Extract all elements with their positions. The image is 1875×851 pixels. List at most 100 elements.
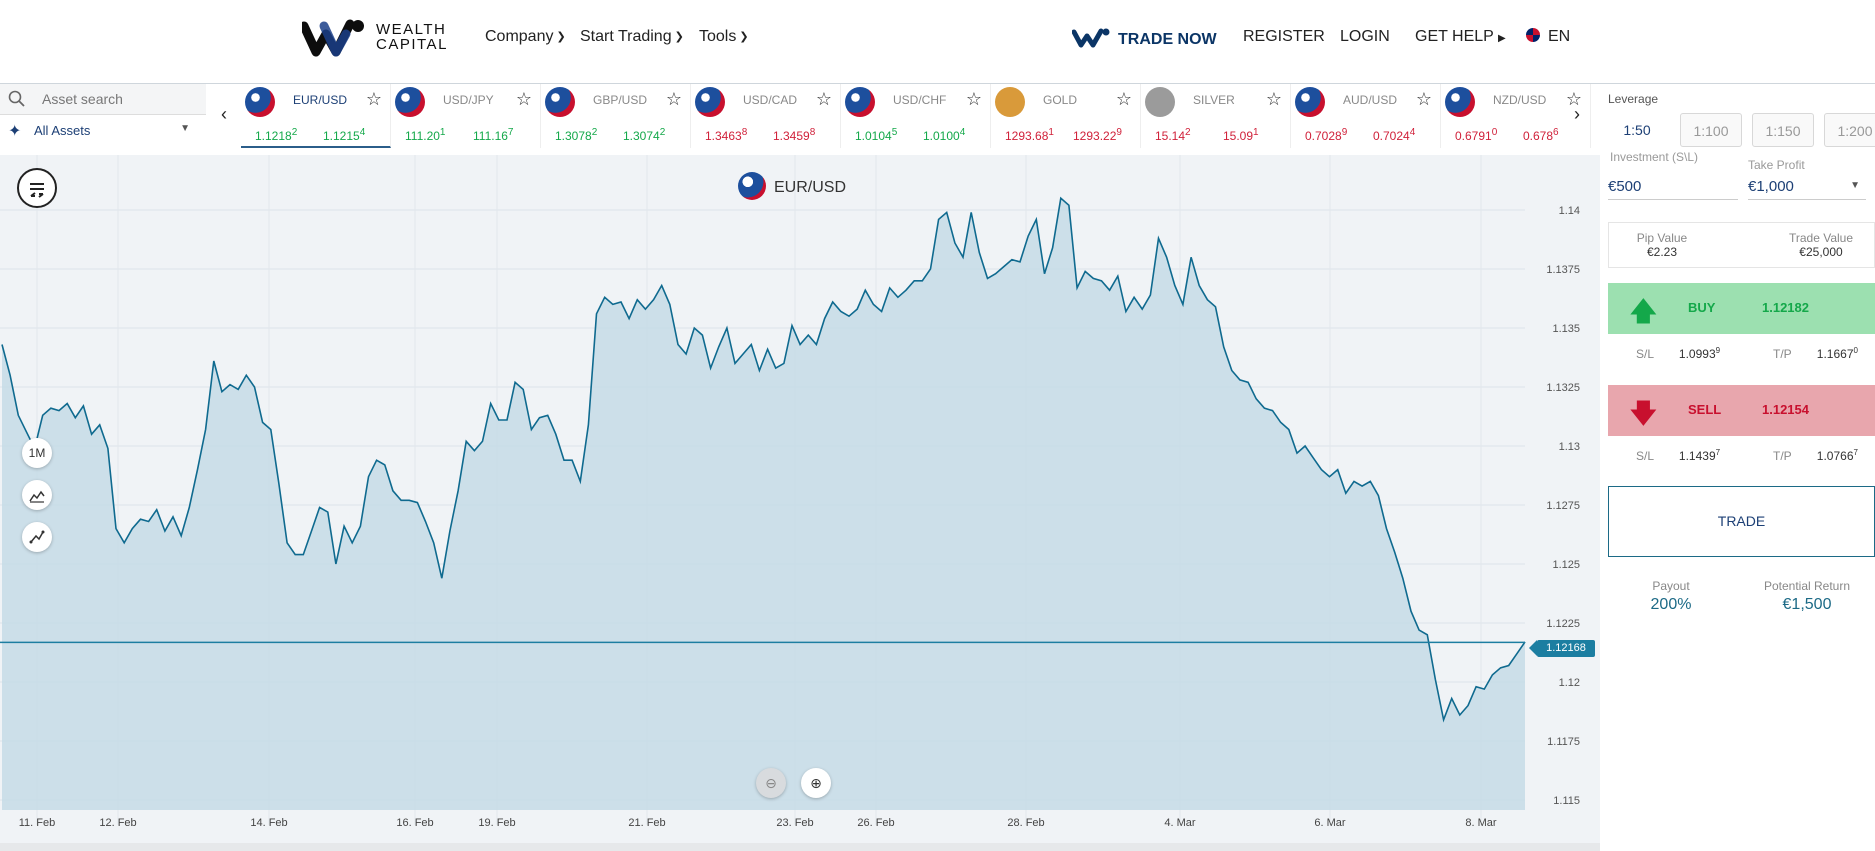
asset-tile[interactable]: AUD/USD ☆ 0.70289 0.70244 bbox=[1291, 84, 1441, 148]
login-link[interactable]: LOGIN bbox=[1340, 28, 1390, 45]
investment-field[interactable]: €500 bbox=[1608, 170, 1738, 200]
asset-tile[interactable]: GOLD ☆ 1293.681 1293.229 bbox=[991, 84, 1141, 148]
star-icon[interactable]: ☆ bbox=[665, 89, 682, 109]
sell-sl-label: S/L bbox=[1636, 449, 1654, 463]
zoom-out-button[interactable]: ⊖ bbox=[756, 768, 786, 798]
asset-bid-value: 1.3078 bbox=[555, 129, 592, 143]
star-icon[interactable]: ☆ bbox=[1115, 89, 1132, 109]
leverage-1-50-button[interactable]: 1:50 bbox=[1606, 113, 1668, 147]
price-chart[interactable]: 1.14 1.1375 1.135 1.1325 1.13 1.1275 1.125 1.12… bbox=[0, 155, 1600, 843]
asset-bid-sup: 8 bbox=[741, 127, 748, 138]
asset-bid: 111.201 bbox=[405, 127, 445, 143]
asset-ask: 1.12154 bbox=[323, 127, 365, 143]
asset-tile[interactable]: GBP/USD ☆ 1.30782 1.30742 bbox=[541, 84, 691, 148]
language-selector[interactable]: EN bbox=[1526, 28, 1570, 46]
sell-button[interactable]: 🡇 SELL 1.12154 bbox=[1608, 385, 1875, 436]
x-tick-label: 16. Feb bbox=[396, 817, 433, 829]
nav-start-trading[interactable]: Start Trading ❯ bbox=[580, 28, 684, 46]
buy-sl-sup: 9 bbox=[1715, 346, 1721, 355]
register-link[interactable]: REGISTER bbox=[1243, 28, 1325, 45]
asset-ask-value: 1293.22 bbox=[1073, 129, 1117, 143]
asset-tile[interactable]: SILVER ☆ 15.142 15.091 bbox=[1141, 84, 1291, 148]
x-tick-label: 11. Feb bbox=[19, 817, 56, 829]
asset-tile[interactable]: USD/JPY ☆ 111.201 111.167 bbox=[391, 84, 541, 148]
nav-tools[interactable]: Tools ❯ bbox=[699, 28, 749, 46]
indicators-button[interactable] bbox=[22, 522, 52, 552]
star-icon[interactable]: ☆ bbox=[815, 89, 832, 109]
asset-ask-sup: 2 bbox=[659, 127, 666, 138]
asset-search-box[interactable]: Asset search bbox=[0, 84, 206, 115]
leverage-1-100-button[interactable]: 1:100 bbox=[1680, 113, 1742, 147]
buy-sl-value: 1.0993 bbox=[1678, 347, 1716, 361]
y-tick-label: 1.1275 bbox=[1546, 500, 1580, 512]
trade-button[interactable]: TRADE bbox=[1608, 486, 1875, 557]
chart-horizontal-scrollbar[interactable] bbox=[0, 843, 1600, 851]
caret-right-icon: ▶ bbox=[1498, 33, 1506, 44]
all-assets-label: All Assets bbox=[34, 123, 91, 138]
asset-ask: 1293.229 bbox=[1073, 127, 1122, 143]
investment-label: Investment (S\L) bbox=[1610, 150, 1699, 164]
asset-ask-sup: 1 bbox=[1253, 127, 1259, 138]
star-icon[interactable]: ☆ bbox=[365, 89, 382, 109]
buy-button[interactable]: 🡅 BUY 1.12182 bbox=[1608, 283, 1875, 334]
trend-line-icon bbox=[29, 530, 45, 544]
star-icon[interactable]: ☆ bbox=[1265, 89, 1282, 109]
get-help-link[interactable]: GET HELP ▶ bbox=[1415, 28, 1506, 46]
asset-ask-value: 111.16 bbox=[473, 129, 508, 143]
asset-bid-sup: 2 bbox=[291, 127, 298, 138]
trade-now-label: TRADE NOW bbox=[1118, 31, 1217, 48]
take-profit-label: Take Profit bbox=[1748, 158, 1805, 172]
pip-value: €2.23 bbox=[1646, 245, 1678, 259]
asset-tile[interactable]: USD/CHF ☆ 1.01045 1.01004 bbox=[841, 84, 991, 148]
payout-value: 200% bbox=[1650, 596, 1692, 613]
y-tick-label: 1.13 bbox=[1559, 441, 1580, 453]
trade-now-link[interactable]: TRADE NOW bbox=[1071, 28, 1217, 49]
ticker-next-arrow-icon[interactable]: › bbox=[1574, 104, 1580, 124]
y-tick-label: 1.1325 bbox=[1546, 382, 1580, 394]
asset-ask-sup: 6 bbox=[1553, 127, 1559, 138]
star-icon[interactable]: ☆ bbox=[965, 89, 982, 109]
asset-tile[interactable]: NZD/USD ☆ 0.67910 0.6786 bbox=[1441, 84, 1591, 148]
trade-value: €25,000 bbox=[1799, 245, 1843, 259]
asset-tile[interactable]: USD/CAD ☆ 1.34638 1.34598 bbox=[691, 84, 841, 148]
star-icon[interactable]: ☆ bbox=[1565, 89, 1582, 109]
leverage-1-150-button[interactable]: 1:150 bbox=[1752, 113, 1814, 147]
asset-search-input[interactable]: Asset search bbox=[42, 91, 123, 107]
sell-sl: S/L 1.14397 bbox=[1636, 448, 1720, 463]
star-icon[interactable]: ☆ bbox=[1415, 89, 1432, 109]
x-tick-label: 19. Feb bbox=[478, 817, 515, 829]
all-assets-dropdown[interactable]: ✦ All Assets ▼ bbox=[0, 116, 206, 146]
x-tick-label: 12. Feb bbox=[99, 817, 136, 829]
ticker-prev-arrow-icon[interactable]: ‹ bbox=[221, 104, 227, 124]
potential-return-value: €1,500 bbox=[1782, 596, 1832, 613]
asset-ask-value: 1.0100 bbox=[923, 129, 960, 143]
sell-tp-value: 1.0766 bbox=[1816, 449, 1854, 463]
nav-company-label: Company bbox=[485, 28, 554, 45]
sell-sl-value: 1.1439 bbox=[1678, 449, 1716, 463]
asset-ask: 1.30742 bbox=[623, 127, 665, 143]
asset-ticker: ‹ EUR/USD ☆ 1.12182 1.12154 USD/JPY ☆ 111.201 1… bbox=[210, 84, 1610, 148]
brand-line-1: WEALTH bbox=[376, 21, 447, 38]
asset-name: USD/JPY bbox=[443, 93, 494, 107]
star-icon[interactable]: ☆ bbox=[515, 89, 532, 109]
brand-logo-icon[interactable] bbox=[302, 18, 462, 58]
chart-menu-button[interactable] bbox=[17, 168, 57, 208]
take-profit-select[interactable]: €1,000 ▼ bbox=[1748, 170, 1866, 200]
zoom-in-button[interactable]: ⊕ bbox=[801, 768, 831, 798]
leverage-1-200-button[interactable]: 1:200 bbox=[1824, 113, 1875, 147]
asset-bid-sup: 2 bbox=[1185, 127, 1191, 138]
asset-tile[interactable]: EUR/USD ☆ 1.12182 1.12154 bbox=[241, 84, 391, 148]
asset-flag-icon bbox=[395, 87, 425, 117]
leverage-label: Leverage bbox=[1608, 92, 1659, 106]
asset-ask-sup: 8 bbox=[809, 127, 816, 138]
asset-flag-icon bbox=[1295, 87, 1325, 117]
timeframe-button[interactable]: 1M bbox=[22, 438, 52, 468]
brand-name[interactable]: WEALTH CAPITAL bbox=[376, 22, 448, 52]
x-tick-label: 4. Mar bbox=[1164, 817, 1196, 829]
asset-bid-value: 111.20 bbox=[405, 129, 440, 143]
nav-company[interactable]: Company ❯ bbox=[485, 28, 566, 46]
asset-flag-icon bbox=[1145, 87, 1175, 117]
chart-type-button[interactable] bbox=[22, 480, 52, 510]
asset-name: USD/CHF bbox=[893, 93, 947, 107]
chevron-down-icon: ❯ bbox=[556, 31, 566, 43]
